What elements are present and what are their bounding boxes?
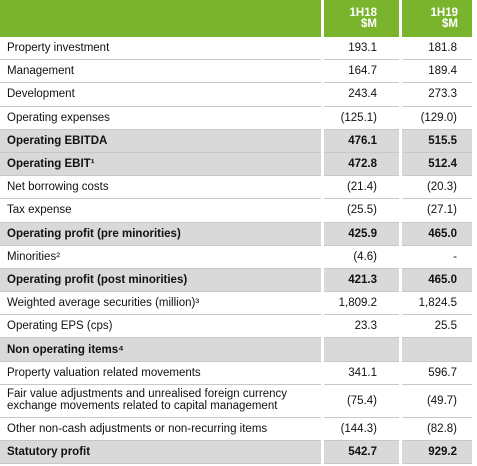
row-label: Operating expenses [0,107,321,130]
table-row: Management 164.7 189.4 [0,60,472,84]
table-row: Operating expenses (125.1) (129.0) [0,107,472,130]
row-value: 189.4 [402,60,472,84]
row-value: 25.5 [402,315,472,339]
label-line: exchange movements related to capital ma… [7,399,278,412]
row-value: 465.0 [402,268,472,293]
row-value: (75.4) [324,385,399,418]
row-value: 193.1 [324,37,399,61]
table-row: Property investment 193.1 181.8 [0,37,472,61]
table-row: Tax expense (25.5) (27.1) [0,199,472,223]
table-row: Operating profit (post minorities) 421.3 4… [0,268,472,293]
row-value: 181.8 [402,37,472,61]
row-value: 542.7 [324,441,399,465]
row-value: - [402,246,472,269]
row-value: 1,824.5 [402,292,472,316]
row-label: Operating EPS (cps) [0,315,321,339]
row-value: 1,809.2 [324,292,399,316]
row-label: Development [0,83,321,107]
row-value [324,338,399,362]
row-label: Operating EBITDA [0,129,321,153]
row-label: Operating profit (post minorities) [0,268,321,293]
table-row: Fair value adjustments and unrealised fo… [0,385,472,418]
row-value: (4.6) [324,246,399,269]
table-row: Statutory profit 542.7 929.2 [0,441,472,465]
row-value: (20.3) [402,176,472,200]
table-row: Non operating items⁴ [0,338,472,362]
table-row: Minorities² (4.6) - [0,246,472,269]
row-value: 164.7 [324,60,399,84]
row-value: 425.9 [324,222,399,246]
row-value: 421.3 [324,268,399,293]
row-label: Fair value adjustments and unrealised fo… [0,385,321,418]
row-label: Statutory profit [0,441,321,465]
row-value: 512.4 [402,152,472,177]
row-label: Tax expense [0,199,321,223]
table-row: Operating EBIT¹ 472.8 512.4 [0,152,472,177]
row-value: (25.5) [324,199,399,223]
row-value: (129.0) [402,107,472,130]
row-label: Net borrowing costs [0,176,321,200]
table-row: Weighted average securities (million)³ 1,… [0,292,472,316]
row-label: Management [0,60,321,84]
column-header: 1H19 $M [402,0,472,37]
label-line: Fair value adjustments and unrealised fo… [7,388,287,401]
column-period: 1H19 [430,6,459,19]
header-row: 1H18 $M 1H19 $M [0,0,472,37]
row-value [402,338,472,362]
row-label: Weighted average securities (million)³ [0,292,321,316]
row-value: 929.2 [402,441,472,465]
table-row: Development 243.4 273.3 [0,83,472,107]
row-value: 472.8 [324,152,399,177]
table-row: Property valuation related movements 341.… [0,362,472,385]
row-value: (125.1) [324,107,399,130]
table-row: Other non-cash adjustments or non-recurr… [0,418,472,441]
table-row: Net borrowing costs (21.4) (20.3) [0,176,472,200]
row-value: 243.4 [324,83,399,107]
row-value: 476.1 [324,129,399,153]
row-value: (49.7) [402,385,472,418]
row-label: Property investment [0,37,321,61]
row-label: Other non-cash adjustments or non-recurr… [0,418,321,441]
row-label: Non operating items⁴ [0,338,321,362]
row-value: (27.1) [402,199,472,223]
row-label: Property valuation related movements [0,362,321,385]
row-label: Operating profit (pre minorities) [0,222,321,246]
row-value: 273.3 [402,83,472,107]
row-value: 23.3 [324,315,399,339]
table-row: Operating profit (pre minorities) 425.9 46… [0,222,472,246]
table-row: Operating EBITDA 476.1 515.5 [0,129,472,153]
column-unit: $M [361,17,377,30]
column-unit: $M [442,17,458,30]
row-value: (144.3) [324,418,399,441]
row-label: Operating EBIT¹ [0,152,321,177]
row-value: 596.7 [402,362,472,385]
table-row: Operating EPS (cps) 23.3 25.5 [0,315,472,339]
row-value: 341.1 [324,362,399,385]
column-period: 1H18 [349,6,378,19]
label-lines: Fair value adjustments and unrealised fo… [7,389,287,412]
row-value: 465.0 [402,222,472,246]
row-value: 515.5 [402,129,472,153]
row-label: Minorities² [0,246,321,269]
header-blank [0,0,321,37]
row-value: (82.8) [402,418,472,441]
row-value: (21.4) [324,176,399,200]
column-header: 1H18 $M [324,0,399,37]
